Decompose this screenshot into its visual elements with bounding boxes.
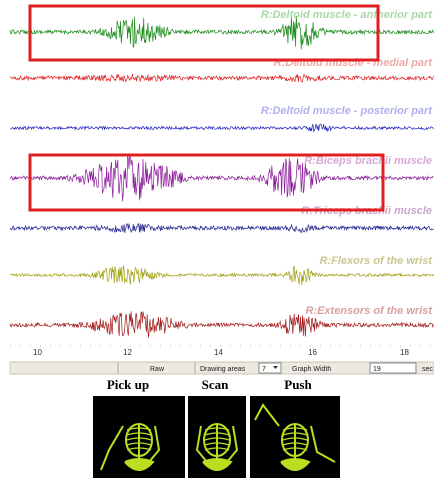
unit-label: sec <box>422 366 433 373</box>
mode-button[interactable]: Raw <box>150 366 165 373</box>
time-label: 10 <box>33 348 42 357</box>
time-label: 18 <box>400 348 409 357</box>
toolbar: Raw Drawing areas 7 Graph Width 19 sec <box>10 362 434 374</box>
emg-trace <box>10 224 434 233</box>
channel-label: R:Extensors of the wrist <box>305 305 433 317</box>
time-axis: 10 12 14 16 18 <box>10 346 434 357</box>
time-label: 12 <box>123 348 132 357</box>
emg-trace <box>10 124 434 131</box>
pose-label: Scan <box>202 377 230 392</box>
time-label: 14 <box>214 348 223 357</box>
time-label: 16 <box>308 348 317 357</box>
emg-trace <box>10 265 434 285</box>
graph-width-value: 19 <box>373 366 381 373</box>
channel-label: R:Biceps brachii muscle <box>304 155 432 167</box>
channel-label: R:Deltoid muscle - antherior part <box>261 9 433 21</box>
pose-label: Push <box>284 377 312 392</box>
emg-trace <box>10 74 434 82</box>
channel-label: R:Flexors of the wrist <box>320 255 434 267</box>
graph-width-label: Graph Width <box>292 366 331 373</box>
figure: R:Deltoid muscle - antherior part R:Delt… <box>0 0 434 479</box>
drawing-areas-label: Drawing areas <box>200 366 246 373</box>
pose-label: Pick up <box>107 377 149 392</box>
channel-label: R:Deltoid muscle - posterior part <box>261 105 433 117</box>
drawing-areas-value: 7 <box>262 366 266 373</box>
